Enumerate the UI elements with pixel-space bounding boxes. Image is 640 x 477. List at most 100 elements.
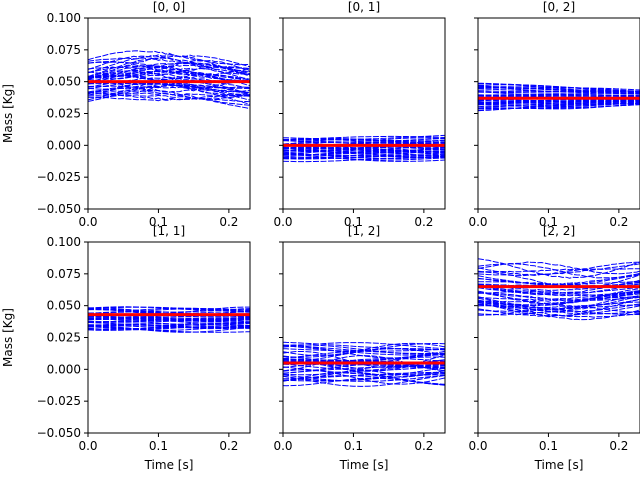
sample-line — [88, 57, 250, 80]
subplot-title: [1, 1] — [153, 224, 185, 238]
sample-line — [88, 69, 250, 93]
y-tick-label: 0.050 — [47, 75, 81, 89]
sample-line — [88, 307, 250, 314]
sample-line — [88, 318, 250, 323]
x-tick-label: 0.0 — [78, 215, 97, 229]
x-tick-label: 0.2 — [219, 439, 238, 453]
axes-frame — [477, 241, 640, 434]
sample-line — [478, 93, 640, 97]
sample-line — [283, 156, 445, 161]
sample-line — [88, 57, 250, 69]
sample-line — [283, 141, 445, 146]
sample-line — [478, 291, 640, 301]
x-tick-label: 0.2 — [219, 215, 238, 229]
sample-line — [478, 301, 640, 312]
subplot-5: [2, 2] 0.0 0.1 0.2 Time [s] — [468, 224, 640, 472]
sample-line — [478, 285, 640, 294]
sample-line — [88, 67, 250, 79]
y-tick-label: 0.100 — [47, 11, 81, 25]
sample-line — [478, 91, 640, 95]
sample-line — [478, 295, 640, 310]
sample-line — [283, 358, 445, 368]
sample-line — [478, 301, 640, 313]
sample-line — [478, 274, 640, 286]
sample-line — [88, 324, 250, 333]
sample-line — [283, 145, 445, 153]
sample-line — [283, 137, 445, 143]
subplot-title: [0, 0] — [153, 0, 185, 14]
sample-trajectories — [478, 258, 640, 321]
subplot-title: [0, 1] — [348, 0, 380, 14]
sample-line — [283, 365, 445, 382]
sample-line — [283, 341, 445, 350]
axes-frame — [477, 17, 640, 210]
sample-line — [88, 326, 250, 333]
sample-line — [283, 348, 445, 352]
y-tick-label: 0.075 — [47, 267, 81, 281]
sample-line — [478, 304, 640, 316]
y-tick-label: −0.025 — [37, 170, 81, 184]
x-tick-label: 0.0 — [468, 215, 487, 229]
sample-line — [283, 345, 445, 359]
sample-line — [88, 307, 250, 314]
y-tick-label: 0.025 — [47, 107, 81, 121]
subplot-3: [1, 1] 0.0 0.1 0.2 −0.050 −0.025 0.000 0.025 0.0… — [1, 224, 251, 472]
axes-frame — [87, 241, 251, 434]
sample-line — [478, 303, 640, 315]
x-tick-label: 0.1 — [344, 439, 363, 453]
subplot-4: [1, 2] 0.0 0.1 0.2 Time [s] — [273, 224, 446, 472]
sample-line — [478, 82, 640, 92]
subplot-0: [0, 0] 0.0 0.1 0.2 −0.050 −0.025 0.000 0.025 0.0… — [1, 0, 251, 229]
sample-line — [478, 99, 640, 104]
sample-line — [283, 363, 445, 371]
sample-line — [478, 292, 640, 307]
sample-line — [283, 357, 445, 366]
sample-line — [283, 137, 445, 144]
y-tick-label: −0.050 — [37, 202, 81, 216]
sample-line — [478, 281, 640, 287]
x-axis-label: Time [s] — [339, 458, 389, 472]
sample-trajectories — [283, 134, 445, 163]
sample-line — [88, 306, 250, 311]
y-axis-label: Mass [Kg] — [1, 308, 15, 367]
sample-line — [88, 61, 250, 80]
x-tick-label: 0.2 — [414, 215, 433, 229]
x-tick-label: 0.1 — [344, 215, 363, 229]
sample-line — [88, 317, 250, 320]
sample-line — [283, 148, 445, 155]
x-tick-label: 0.0 — [273, 215, 292, 229]
sample-line — [478, 263, 640, 279]
axes-frame — [282, 17, 446, 210]
x-axis-label: Time [s] — [534, 458, 584, 472]
y-axis-label: Mass [Kg] — [1, 84, 15, 143]
sample-line — [283, 153, 445, 158]
x-tick-label: 0.1 — [539, 439, 558, 453]
subplot-title: [0, 2] — [543, 0, 575, 14]
y-tick-label: 0.000 — [47, 362, 81, 376]
y-tick-label: 0.100 — [47, 235, 81, 249]
x-tick-label: 0.0 — [78, 439, 97, 453]
sample-line — [88, 54, 250, 78]
sample-line — [478, 263, 640, 277]
subplot-title: [2, 2] — [543, 224, 575, 238]
sample-line — [88, 90, 250, 106]
sample-trajectories — [88, 50, 250, 110]
y-tick-label: 0.025 — [47, 331, 81, 345]
sample-line — [283, 153, 445, 162]
sample-line — [478, 305, 640, 316]
sample-line — [478, 287, 640, 297]
x-tick-label: 0.1 — [149, 215, 168, 229]
x-tick-label: 0.1 — [539, 215, 558, 229]
x-axis-label: Time [s] — [144, 458, 194, 472]
sample-line — [478, 87, 640, 94]
y-tick-label: 0.050 — [47, 299, 81, 313]
y-tick-label: −0.025 — [37, 394, 81, 408]
x-tick-label: 0.2 — [609, 439, 628, 453]
x-tick-label: 0.0 — [273, 439, 292, 453]
sample-line — [478, 292, 640, 302]
sample-line — [283, 134, 445, 141]
y-tick-label: 0.000 — [47, 138, 81, 152]
sample-line — [478, 292, 640, 302]
sample-line — [88, 314, 250, 322]
sample-line — [283, 377, 445, 387]
